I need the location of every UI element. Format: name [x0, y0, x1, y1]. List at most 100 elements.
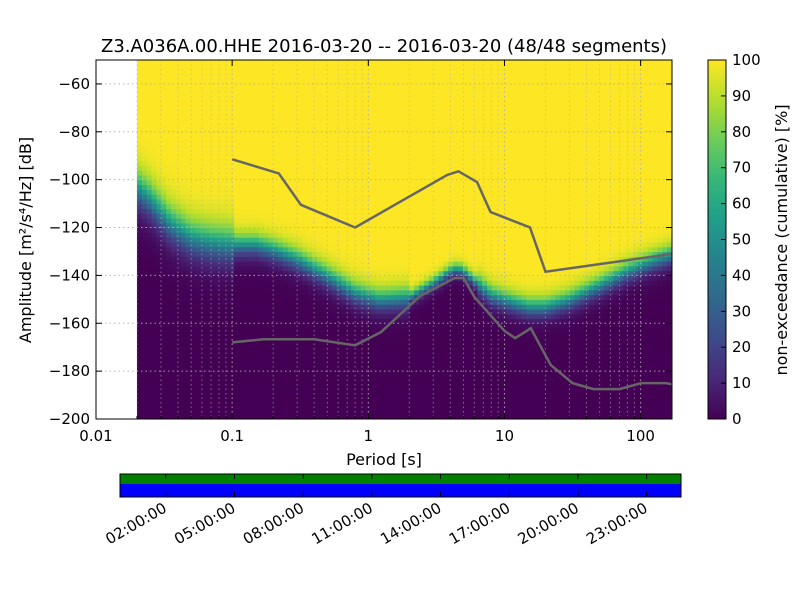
heatmap-cell	[258, 275, 265, 281]
heatmap-cell	[278, 136, 284, 142]
heatmap-cell	[423, 232, 430, 238]
heatmap-cell	[156, 399, 162, 406]
heatmap-cell	[205, 385, 211, 391]
heatmap-cell	[336, 284, 342, 291]
heatmap-cell	[175, 241, 182, 248]
heatmap-cell	[282, 213, 289, 219]
heatmap-cell	[166, 328, 172, 334]
heatmap-cell	[190, 390, 196, 396]
heatmap-cell	[331, 347, 337, 353]
heatmap-cell	[423, 155, 430, 162]
heatmap-cell	[156, 347, 162, 353]
heatmap-cell	[331, 203, 337, 209]
heatmap-cell	[312, 112, 318, 119]
heatmap-cell	[443, 409, 449, 415]
heatmap-cell	[350, 136, 357, 142]
heatmap-cell	[326, 256, 333, 262]
heatmap-cell	[243, 299, 250, 305]
heatmap-cell	[253, 160, 260, 166]
heatmap-cell	[414, 289, 420, 296]
heatmap-cell	[263, 127, 269, 133]
heatmap-cell	[316, 256, 323, 262]
heatmap-cell	[326, 93, 333, 99]
heatmap-cell	[156, 213, 162, 219]
heatmap-cell	[258, 313, 265, 320]
heatmap-cell	[268, 146, 274, 152]
heatmap-cell	[433, 371, 440, 377]
heatmap-cell	[404, 375, 410, 382]
heatmap-cell	[248, 366, 255, 372]
heatmap-cell	[180, 213, 187, 219]
heatmap-cell	[297, 390, 303, 396]
heatmap-cell	[341, 69, 347, 75]
heatmap-cell	[248, 237, 255, 243]
heatmap-cell	[316, 304, 323, 310]
heatmap-cell	[419, 131, 425, 138]
heatmap-cell	[443, 380, 449, 387]
heatmap-cell	[409, 213, 415, 219]
heatmap-cell	[190, 380, 196, 387]
heatmap-cell	[414, 79, 420, 85]
heatmap-cell	[263, 208, 269, 214]
heatmap-cell	[209, 409, 216, 415]
heatmap-cell	[457, 251, 464, 257]
heatmap-cell	[214, 361, 221, 367]
heatmap-cell	[253, 146, 260, 152]
heatmap-cell	[302, 189, 308, 195]
heatmap-cell	[136, 351, 143, 358]
heatmap-cell	[282, 284, 289, 291]
heatmap-cell	[321, 347, 328, 353]
heatmap-cell	[302, 217, 308, 224]
heatmap-cell	[433, 347, 440, 353]
heatmap-cell	[443, 170, 449, 176]
heatmap-cell	[229, 284, 235, 291]
heatmap-cell	[292, 414, 299, 419]
heatmap-cell	[200, 409, 206, 415]
heatmap-cell	[414, 371, 420, 377]
heatmap-cell	[346, 289, 352, 296]
heatmap-cell	[326, 174, 333, 181]
heatmap-cell	[423, 131, 430, 138]
heatmap-cell	[453, 328, 459, 334]
heatmap-cell	[229, 342, 235, 348]
heatmap-cell	[438, 318, 444, 324]
heatmap-cell	[297, 127, 303, 133]
heatmap-cell	[243, 375, 250, 382]
heatmap-cell	[453, 337, 459, 344]
heatmap-cell	[370, 299, 376, 305]
heatmap-cell	[175, 414, 182, 419]
heatmap-cell	[239, 93, 245, 99]
heatmap-cell	[331, 308, 337, 315]
heatmap-cell	[385, 170, 391, 176]
heatmap-cell	[214, 93, 221, 99]
heatmap-cell	[350, 380, 357, 387]
heatmap-cell	[214, 294, 221, 300]
heatmap-cell	[156, 170, 162, 176]
heatmap-cell	[219, 170, 226, 176]
heatmap-cell	[214, 237, 221, 243]
heatmap-cell	[141, 395, 148, 401]
heatmap-cell	[166, 313, 172, 320]
heatmap-cell	[190, 385, 196, 391]
heatmap-cell	[273, 313, 279, 320]
heatmap-cell	[389, 237, 396, 243]
heatmap-cell	[243, 112, 250, 119]
heatmap-cell	[331, 356, 337, 363]
heatmap-cell	[331, 213, 337, 219]
heatmap-cell	[423, 241, 430, 248]
heatmap-cell	[453, 60, 459, 66]
heatmap-cell	[389, 265, 396, 272]
heatmap-cell	[166, 380, 172, 387]
heatmap-cell	[136, 399, 143, 406]
heatmap-cell	[438, 155, 444, 162]
heatmap-cell	[171, 332, 177, 339]
heatmap-cell	[331, 265, 337, 272]
heatmap-cell	[331, 395, 337, 401]
heatmap-cell	[234, 179, 240, 186]
heatmap-cell	[171, 347, 177, 353]
heatmap-cell	[297, 299, 303, 305]
heatmap-cell	[370, 270, 376, 276]
heatmap-cell	[389, 289, 396, 296]
heatmap-cell	[380, 241, 386, 248]
heatmap-cell	[268, 117, 274, 123]
